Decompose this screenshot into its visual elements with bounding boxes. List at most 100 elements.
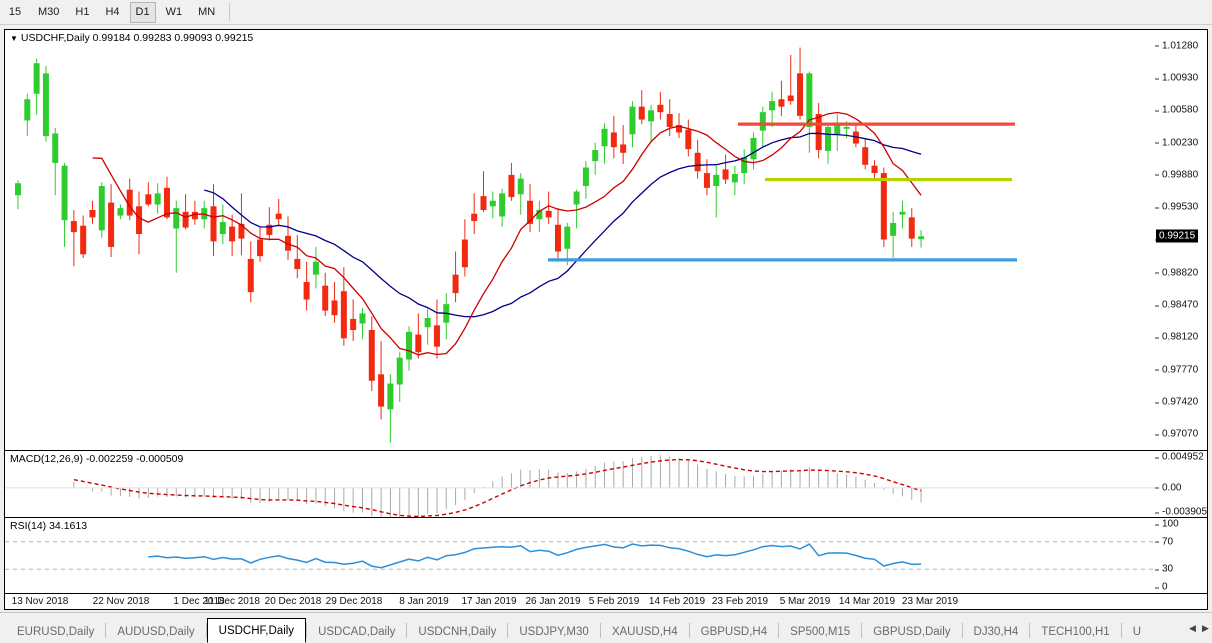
macd-scale-tick: -0.003905: [1155, 507, 1207, 517]
tab-divider: [688, 623, 690, 638]
tabs-scroll-right-icon[interactable]: ▶: [1202, 622, 1209, 633]
timeframe-button-h1[interactable]: H1: [69, 2, 95, 23]
symbol-tab-sp500-m15[interactable]: SP500,M15: [779, 620, 861, 643]
symbol-tab-label: USDCHF,Daily: [218, 624, 295, 637]
symbol-tab-eurusd-daily[interactable]: EURUSD,Daily: [6, 620, 105, 643]
timeframe-toolbar: 15 M30 H1 H4 D1 W1 MN: [0, 0, 1212, 25]
tab-divider: [961, 623, 963, 638]
timeframe-button-label: H4: [105, 6, 120, 18]
rsi-scale-tick: 100: [1155, 519, 1179, 530]
symbol-tab-label: AUDUSD,Daily: [117, 625, 195, 638]
timeframe-button-mn[interactable]: MN: [192, 2, 221, 23]
price-scale-tick: 0.99530: [1155, 202, 1198, 213]
tab-divider: [406, 623, 408, 638]
toolbar-divider: [229, 3, 231, 21]
tabs-scroll-left-icon[interactable]: ◀: [1189, 622, 1196, 633]
chart-area[interactable]: ▼ USDCHF,Daily 0.99184 0.99283 0.99093 0.…: [4, 29, 1208, 610]
collapse-triangle-icon[interactable]: ▼: [10, 34, 18, 43]
tab-divider: [306, 623, 308, 638]
rsi-scale: 100 70 30 0: [1155, 518, 1207, 593]
tab-divider: [507, 623, 509, 638]
symbol-tab-bar[interactable]: EURUSD,Daily AUDUSD,Daily USDCHF,Daily USDC…: [0, 612, 1212, 643]
time-axis-tick: 23 Mar 2019: [901, 596, 959, 607]
current-price-tag: 0.99215: [1156, 229, 1199, 243]
time-axis-tick: 14 Feb 2019: [648, 596, 706, 607]
tab-divider: [1120, 623, 1122, 638]
macd-panel[interactable]: MACD(12,26,9) -0.002259 -0.000509 0.0049…: [5, 451, 1207, 517]
timeframe-button-label: M30: [38, 6, 60, 18]
time-axis[interactable]: 13 Nov 2018 22 Nov 2018 1 Dec 2018 11 Dec 2…: [5, 594, 1207, 609]
rsi-panel-label: RSI(14) 34.1613: [9, 520, 89, 532]
candlestick-plot: [15, 47, 1017, 443]
rsi-panel[interactable]: RSI(14) 34.1613 100 70 30 0: [5, 518, 1207, 593]
timeframe-button-15[interactable]: 15: [2, 2, 28, 23]
symbol-tab-label: XAUUSD,H4: [611, 625, 678, 638]
price-scale-tick: 0.98120: [1155, 332, 1198, 343]
time-axis-tick: 20 Dec 2018: [264, 596, 322, 607]
symbol-tab-label: USDCAD,Daily: [318, 625, 396, 638]
price-scale[interactable]: 1.01280 1.00930 1.00580 1.00230 0.99880 0.995…: [1155, 30, 1207, 450]
time-axis-tick: 5 Mar 2019: [779, 596, 831, 607]
rsi-scale-tick: 30: [1155, 564, 1173, 575]
symbol-tab-gbpusd-daily[interactable]: GBPUSD,Daily: [862, 620, 961, 643]
tab-divider: [599, 623, 601, 638]
tab-divider: [778, 623, 780, 638]
symbol-tab-gbpusd-h4[interactable]: GBPUSD,H4: [690, 620, 778, 643]
time-axis-tick: 5 Feb 2019: [588, 596, 640, 607]
rsi-scale-tick: 70: [1155, 536, 1173, 547]
symbol-tab-audusd-daily[interactable]: AUDUSD,Daily: [106, 620, 205, 643]
macd-panel-label-text: MACD(12,26,9) -0.002259 -0.000509: [10, 453, 184, 465]
price-macd-splitter[interactable]: [5, 450, 1207, 451]
price-scale-tick: 0.97420: [1155, 397, 1198, 408]
symbol-tab-u[interactable]: U: [1122, 620, 1152, 643]
time-axis-tick: 26 Jan 2019: [525, 596, 581, 607]
timeframe-button-label: 15: [8, 6, 22, 18]
price-scale-tick: 0.98820: [1155, 267, 1198, 278]
time-axis-tick: 23 Feb 2019: [711, 596, 769, 607]
tab-divider: [1029, 623, 1031, 638]
symbol-tab-tech100-h1[interactable]: TECH100,H1: [1030, 620, 1120, 643]
symbol-tab-usdcnh-daily[interactable]: USDCNH,Daily: [407, 620, 507, 643]
symbol-tab-label: GBPUSD,Daily: [873, 625, 951, 638]
timeframe-button-label: H1: [75, 6, 90, 18]
rsi-scale-tick: 0: [1155, 582, 1168, 593]
macd-rsi-splitter[interactable]: [5, 517, 1207, 518]
macd-scale-tick: 0.00: [1155, 482, 1181, 493]
time-axis-tick: 13 Nov 2018: [11, 596, 69, 607]
symbol-tab-usdcad-daily[interactable]: USDCAD,Daily: [307, 620, 406, 643]
symbol-tab-xauusd-h4[interactable]: XAUUSD,H4: [601, 620, 689, 643]
macd-scale-tick: 0.004952: [1155, 452, 1204, 463]
price-scale-tick: 0.97070: [1155, 429, 1198, 440]
macd-plot: [5, 455, 1155, 517]
price-scale-tick: 0.97770: [1155, 364, 1198, 375]
price-panel-label-text: USDCHF,Daily 0.99184 0.99283 0.99093 0.9…: [20, 32, 254, 44]
time-axis-tick: 14 Mar 2019: [838, 596, 896, 607]
rsi-timeaxis-splitter: [5, 593, 1207, 594]
timeframe-button-d1[interactable]: D1: [129, 1, 156, 23]
symbol-tab-usdchf-daily[interactable]: USDCHF,Daily: [206, 618, 307, 643]
price-panel[interactable]: ▼ USDCHF,Daily 0.99184 0.99283 0.99093 0.…: [5, 30, 1207, 450]
time-axis-tick: 11 Dec 2018: [204, 596, 260, 607]
timeframe-button-label: W1: [165, 6, 183, 18]
rsi-panel-label-text: RSI(14) 34.1613: [10, 520, 88, 532]
symbol-tab-dj30-h4[interactable]: DJ30,H4: [963, 620, 1030, 643]
symbol-tab-usdjpy-m30[interactable]: USDJPY,M30: [508, 620, 599, 643]
price-panel-label: ▼ USDCHF,Daily 0.99184 0.99283 0.99093 0.…: [9, 32, 255, 44]
price-scale-tick: 0.98470: [1155, 300, 1198, 311]
time-axis-tick: 17 Jan 2019: [461, 596, 517, 607]
timeframe-button-w1[interactable]: W1: [160, 2, 189, 23]
tab-divider: [861, 623, 863, 638]
symbol-tab-label: SP500,M15: [790, 625, 851, 638]
macd-panel-label: MACD(12,26,9) -0.002259 -0.000509: [9, 453, 185, 465]
macd-scale: 0.004952 0.00 -0.003905: [1155, 451, 1207, 517]
timeframe-button-h4[interactable]: H4: [99, 2, 125, 23]
timeframe-button-m30[interactable]: M30: [32, 2, 65, 23]
tab-divider: [205, 623, 207, 638]
symbol-tab-label: GBPUSD,H4: [700, 625, 768, 638]
symbol-tab-label: USDCNH,Daily: [418, 625, 497, 638]
tab-divider: [105, 623, 107, 638]
price-scale-tick: 0.99880: [1155, 169, 1198, 180]
time-axis-tick: 22 Nov 2018: [92, 596, 150, 607]
price-scale-tick: 1.00230: [1155, 137, 1198, 148]
